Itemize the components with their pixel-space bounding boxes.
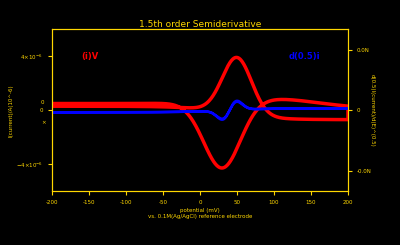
Text: $\times$: $\times$	[41, 118, 47, 125]
X-axis label: potential (mV)
vs. 0.1M(Ag/AgCl) reference electrode: potential (mV) vs. 0.1M(Ag/AgCl) referen…	[148, 208, 252, 219]
Y-axis label: d(0.5)I(current)/d(E)^(0.5): d(0.5)I(current)/d(E)^(0.5)	[370, 74, 375, 147]
Text: (i)V: (i)V	[82, 52, 99, 61]
Text: 0: 0	[41, 99, 44, 105]
Y-axis label: I(current)/A(10^-6): I(current)/A(10^-6)	[8, 84, 13, 136]
Title: 1.5th order Semiderivative: 1.5th order Semiderivative	[139, 20, 261, 29]
Text: d(0.5)i: d(0.5)i	[289, 52, 320, 61]
